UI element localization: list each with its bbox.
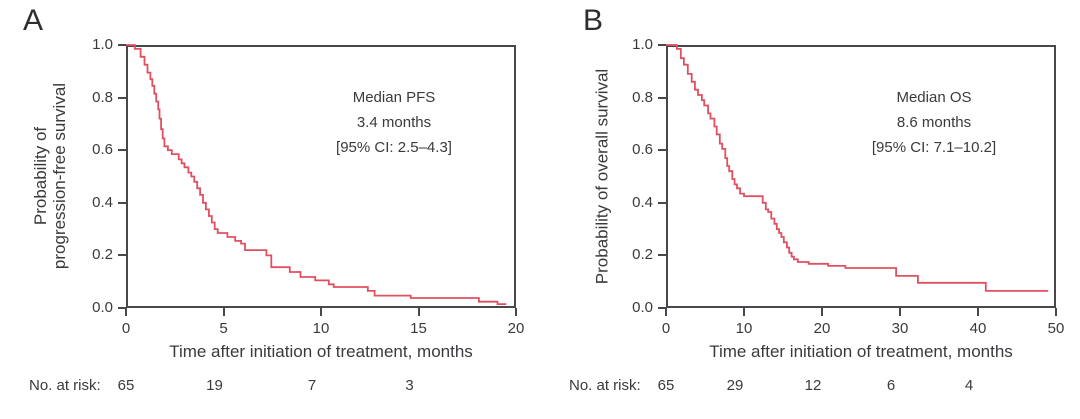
y-tick-mark <box>118 96 126 99</box>
y-tick-label: 0.2 <box>92 246 113 264</box>
risk-count: 6 <box>886 377 896 394</box>
y-tick-label: 0.8 <box>632 88 653 106</box>
panel-a-median-annotation: Median PFS 3.4 months [95% CI: 2.5–4.3] <box>308 85 480 160</box>
panel-a-y-axis-ticks: 1.0 0.8 0.6 0.4 0.2 0.0 <box>0 37 126 316</box>
y-tick-label: 1.0 <box>92 36 113 53</box>
panel-b-y-axis-ticks: 1.0 0.8 0.6 0.4 0.2 0.0 <box>540 37 666 316</box>
risk-count: 65 <box>657 377 675 394</box>
y-tick-mark <box>118 254 126 257</box>
panel-b-label: B <box>583 4 604 37</box>
y-tick-label: 0.6 <box>92 141 113 159</box>
y-tick-mark <box>658 149 666 152</box>
y-tick-mark <box>658 96 666 99</box>
panel-a-label: A <box>23 4 44 37</box>
y-tick-label: 1.0 <box>632 36 653 53</box>
x-tick-mark <box>417 308 420 316</box>
risk-count: 19 <box>206 377 223 394</box>
annotation-line-1: Median PFS <box>352 89 436 106</box>
y-tick-mark <box>658 201 666 204</box>
km-curve-path-pfs <box>126 44 507 305</box>
risk-count: 29 <box>726 377 744 394</box>
panel-a-x-axis-ticks: 0 5 10 15 20 <box>122 308 524 346</box>
y-tick-mark <box>658 307 666 309</box>
risk-count: 4 <box>964 377 974 394</box>
panel-b-os: B Probability of overall survival 1.0 0.8… <box>540 0 1080 419</box>
y-tick-label: 0.0 <box>632 299 653 316</box>
x-tick-label: 10 <box>312 320 330 337</box>
risk-count: 7 <box>307 377 317 394</box>
panel-b-risk-row: No. at risk: 65 29 12 6 4 <box>540 377 1080 397</box>
panel-b-x-axis-ticks: 0 10 20 30 40 50 <box>662 308 1064 346</box>
x-tick-label: 0 <box>121 320 131 337</box>
x-tick-mark <box>125 308 127 316</box>
y-tick-mark <box>118 149 126 152</box>
annotation-line-3: [95% CI: 7.1–10.2] <box>871 139 997 156</box>
x-tick-label: 15 <box>410 320 427 337</box>
annotation-line-2: 8.6 months <box>896 114 972 131</box>
x-tick-label: 40 <box>969 320 987 337</box>
risk-count: 12 <box>804 377 822 394</box>
panel-a-plot-area: Median PFS 3.4 months [95% CI: 2.5–4.3] <box>126 44 516 308</box>
y-tick-label: 0.6 <box>632 141 653 159</box>
y-tick-label: 0.4 <box>92 193 113 211</box>
x-tick-label: 20 <box>813 320 831 337</box>
x-tick-label: 20 <box>507 320 525 337</box>
y-tick-label: 0.2 <box>632 246 653 264</box>
risk-count: 3 <box>405 377 414 394</box>
x-tick-mark <box>222 308 225 316</box>
y-tick-mark <box>118 201 126 204</box>
panel-b-x-axis-title: Time after initiation of treatment, mont… <box>709 342 1013 361</box>
annotation-line-3: [95% CI: 2.5–4.3] <box>336 139 452 156</box>
y-tick-label: 0.8 <box>92 88 113 106</box>
panel-a-x-axis-title: Time after initiation of treatment, mont… <box>169 342 473 361</box>
risk-row-label: No. at risk: <box>569 377 641 394</box>
x-tick-mark <box>665 308 667 316</box>
x-tick-label: 0 <box>661 320 671 337</box>
y-tick-label: 0.4 <box>632 193 653 211</box>
panel-b-km-curve <box>666 44 1049 292</box>
panel-b-median-annotation: Median OS 8.6 months [95% CI: 7.1–10.2] <box>848 85 1020 160</box>
y-tick-mark <box>658 44 666 46</box>
y-tick-mark <box>658 254 666 257</box>
annotation-line-2: 3.4 months <box>356 114 432 131</box>
x-tick-mark <box>1055 308 1057 316</box>
x-tick-label: 5 <box>219 320 228 337</box>
risk-count: 65 <box>117 377 135 394</box>
panel-a-risk-row: No. at risk: 65 19 7 3 <box>0 377 540 397</box>
x-tick-mark <box>515 308 517 316</box>
panel-b-risk-counts: 65 29 12 6 4 <box>658 377 1056 397</box>
x-tick-mark <box>743 308 745 316</box>
y-tick-label: 0.0 <box>92 299 113 316</box>
x-tick-mark <box>977 308 979 316</box>
x-tick-label: 50 <box>1047 320 1065 337</box>
km-curve-path-os <box>666 44 1049 292</box>
risk-row-label: No. at risk: <box>29 377 101 394</box>
y-tick-mark <box>118 44 126 46</box>
panel-a-km-curve <box>126 44 507 305</box>
x-tick-label: 30 <box>891 320 909 337</box>
annotation-line-1: Median OS <box>896 89 972 106</box>
x-tick-mark <box>320 308 322 316</box>
panel-b-plot-area: Median OS 8.6 months [95% CI: 7.1–10.2] <box>666 44 1056 308</box>
x-tick-mark <box>821 308 823 316</box>
y-tick-mark <box>118 307 126 309</box>
panel-a-pfs: A Probability of progression-free surviv… <box>0 4 540 397</box>
panel-a-risk-counts: 65 19 7 3 <box>118 377 516 397</box>
x-tick-mark <box>899 308 901 316</box>
x-tick-label: 10 <box>735 320 753 337</box>
